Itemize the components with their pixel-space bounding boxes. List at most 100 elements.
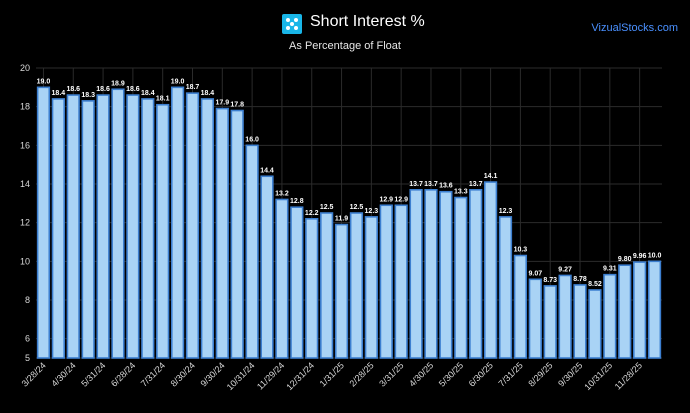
bar-17[interactable] [290,206,304,359]
bar-5[interactable] [111,88,125,359]
brand-link[interactable]: VizualStocks.com [591,22,678,34]
bar-26[interactable] [424,189,438,359]
data-label-33: 9.07 [528,270,542,277]
bar-19[interactable] [320,212,334,359]
bar-38[interactable] [603,273,617,359]
data-label-20: 11.9 [335,216,348,223]
bar-10[interactable] [185,92,200,359]
bar-41[interactable] [647,260,662,359]
bar-33[interactable] [528,278,542,359]
bar-11[interactable] [200,98,215,359]
x-tick-label: 9/30/24 [198,360,226,388]
bar-21[interactable] [349,212,364,359]
x-tick-label: 12/31/24 [284,360,316,392]
data-labels: 19.018.418.618.318.618.918.618.418.119.0… [37,78,662,288]
data-label-22: 12.3 [365,208,379,215]
y-tick-label: 18 [20,102,30,112]
data-label-10: 18.7 [186,84,200,91]
data-label-0: 19.0 [37,78,51,85]
x-tick-label: 4/30/24 [49,360,77,388]
data-label-4: 18.6 [96,86,110,93]
data-label-34: 8.73 [543,277,557,284]
bar-34[interactable] [543,285,557,359]
bar-22[interactable] [364,216,378,359]
bar-8[interactable] [156,103,170,359]
data-label-8: 18.1 [156,96,170,103]
x-tick-label: 8/30/24 [169,360,197,388]
bar-24[interactable] [394,204,408,359]
bar-0[interactable] [36,86,51,359]
bar-25[interactable] [409,189,423,359]
bar-4[interactable] [96,94,110,359]
x-tick-label: 4/30/25 [407,360,435,388]
y-tick-label: 8 [25,295,30,305]
chart-subtitle: As Percentage of Float [289,40,401,52]
data-label-29: 13.7 [469,181,483,188]
bar-35[interactable] [558,274,572,359]
bar-37[interactable] [588,289,602,359]
bar-2[interactable] [66,94,80,359]
bar-27[interactable] [439,190,453,359]
bar-32[interactable] [513,254,528,359]
bar-28[interactable] [454,196,468,359]
data-label-40: 9.96 [633,253,647,260]
data-label-24: 12.9 [394,196,408,203]
data-label-37: 8.52 [588,281,602,288]
data-label-7: 18.4 [141,90,155,97]
data-label-30: 14.1 [484,173,498,180]
data-label-16: 13.2 [275,190,289,197]
x-tick-label: 5/31/24 [79,360,107,388]
y-tick-label: 20 [20,63,30,73]
data-label-2: 18.6 [66,86,80,93]
bar-30[interactable] [483,181,498,359]
data-label-31: 12.3 [499,208,513,215]
data-label-39: 9.80 [618,256,632,263]
bar-23[interactable] [379,204,393,359]
bars [36,86,662,359]
data-label-38: 9.31 [603,266,617,273]
bar-12[interactable] [215,107,229,359]
y-tick-label: 5 [25,353,30,363]
bar-36[interactable] [573,284,587,359]
x-tick-label: 6/30/25 [467,360,495,388]
chart-header: Short Interest % As Percentage of Float … [0,0,690,60]
data-label-12: 17.9 [215,100,229,107]
data-label-6: 18.6 [126,86,140,93]
bar-31[interactable] [498,216,513,359]
data-label-5: 18.9 [111,80,125,87]
bar-40[interactable] [633,261,647,359]
bar-3[interactable] [81,100,95,359]
data-label-9: 19.0 [171,78,185,85]
data-label-3: 18.3 [81,92,95,99]
data-label-36: 8.78 [573,276,587,283]
bar-14[interactable] [245,144,259,359]
data-label-32: 10.3 [514,247,528,254]
bar-20[interactable] [334,223,349,359]
bar-39[interactable] [618,264,632,359]
bar-6[interactable] [126,94,140,359]
bar-1[interactable] [51,98,65,359]
bar-29[interactable] [469,189,483,359]
y-tick-label: 14 [20,179,30,189]
bar-15[interactable] [260,175,274,359]
x-tick-label: 1/31/25 [318,360,346,388]
data-label-26: 13.7 [424,181,438,188]
x-tick-label: 11/28/25 [613,360,644,391]
data-label-1: 18.4 [52,90,66,97]
x-tick-label: 3/31/25 [377,360,405,388]
x-tick-label: 10/31/25 [582,360,614,392]
bar-13[interactable] [230,109,244,359]
x-tick-label: 7/31/24 [139,360,167,388]
data-label-17: 12.8 [290,198,304,205]
chart-title: Short Interest % [310,13,425,30]
y-tick-label: 6 [25,334,30,344]
data-label-13: 17.8 [230,102,244,109]
bar-16[interactable] [275,198,289,359]
data-label-18: 12.2 [305,210,319,217]
bar-18[interactable] [305,218,319,359]
bar-7[interactable] [141,98,155,359]
x-tick-label: 10/31/24 [225,360,257,392]
x-tick-label: 3/28/24 [20,360,48,388]
bar-9[interactable] [170,86,185,359]
